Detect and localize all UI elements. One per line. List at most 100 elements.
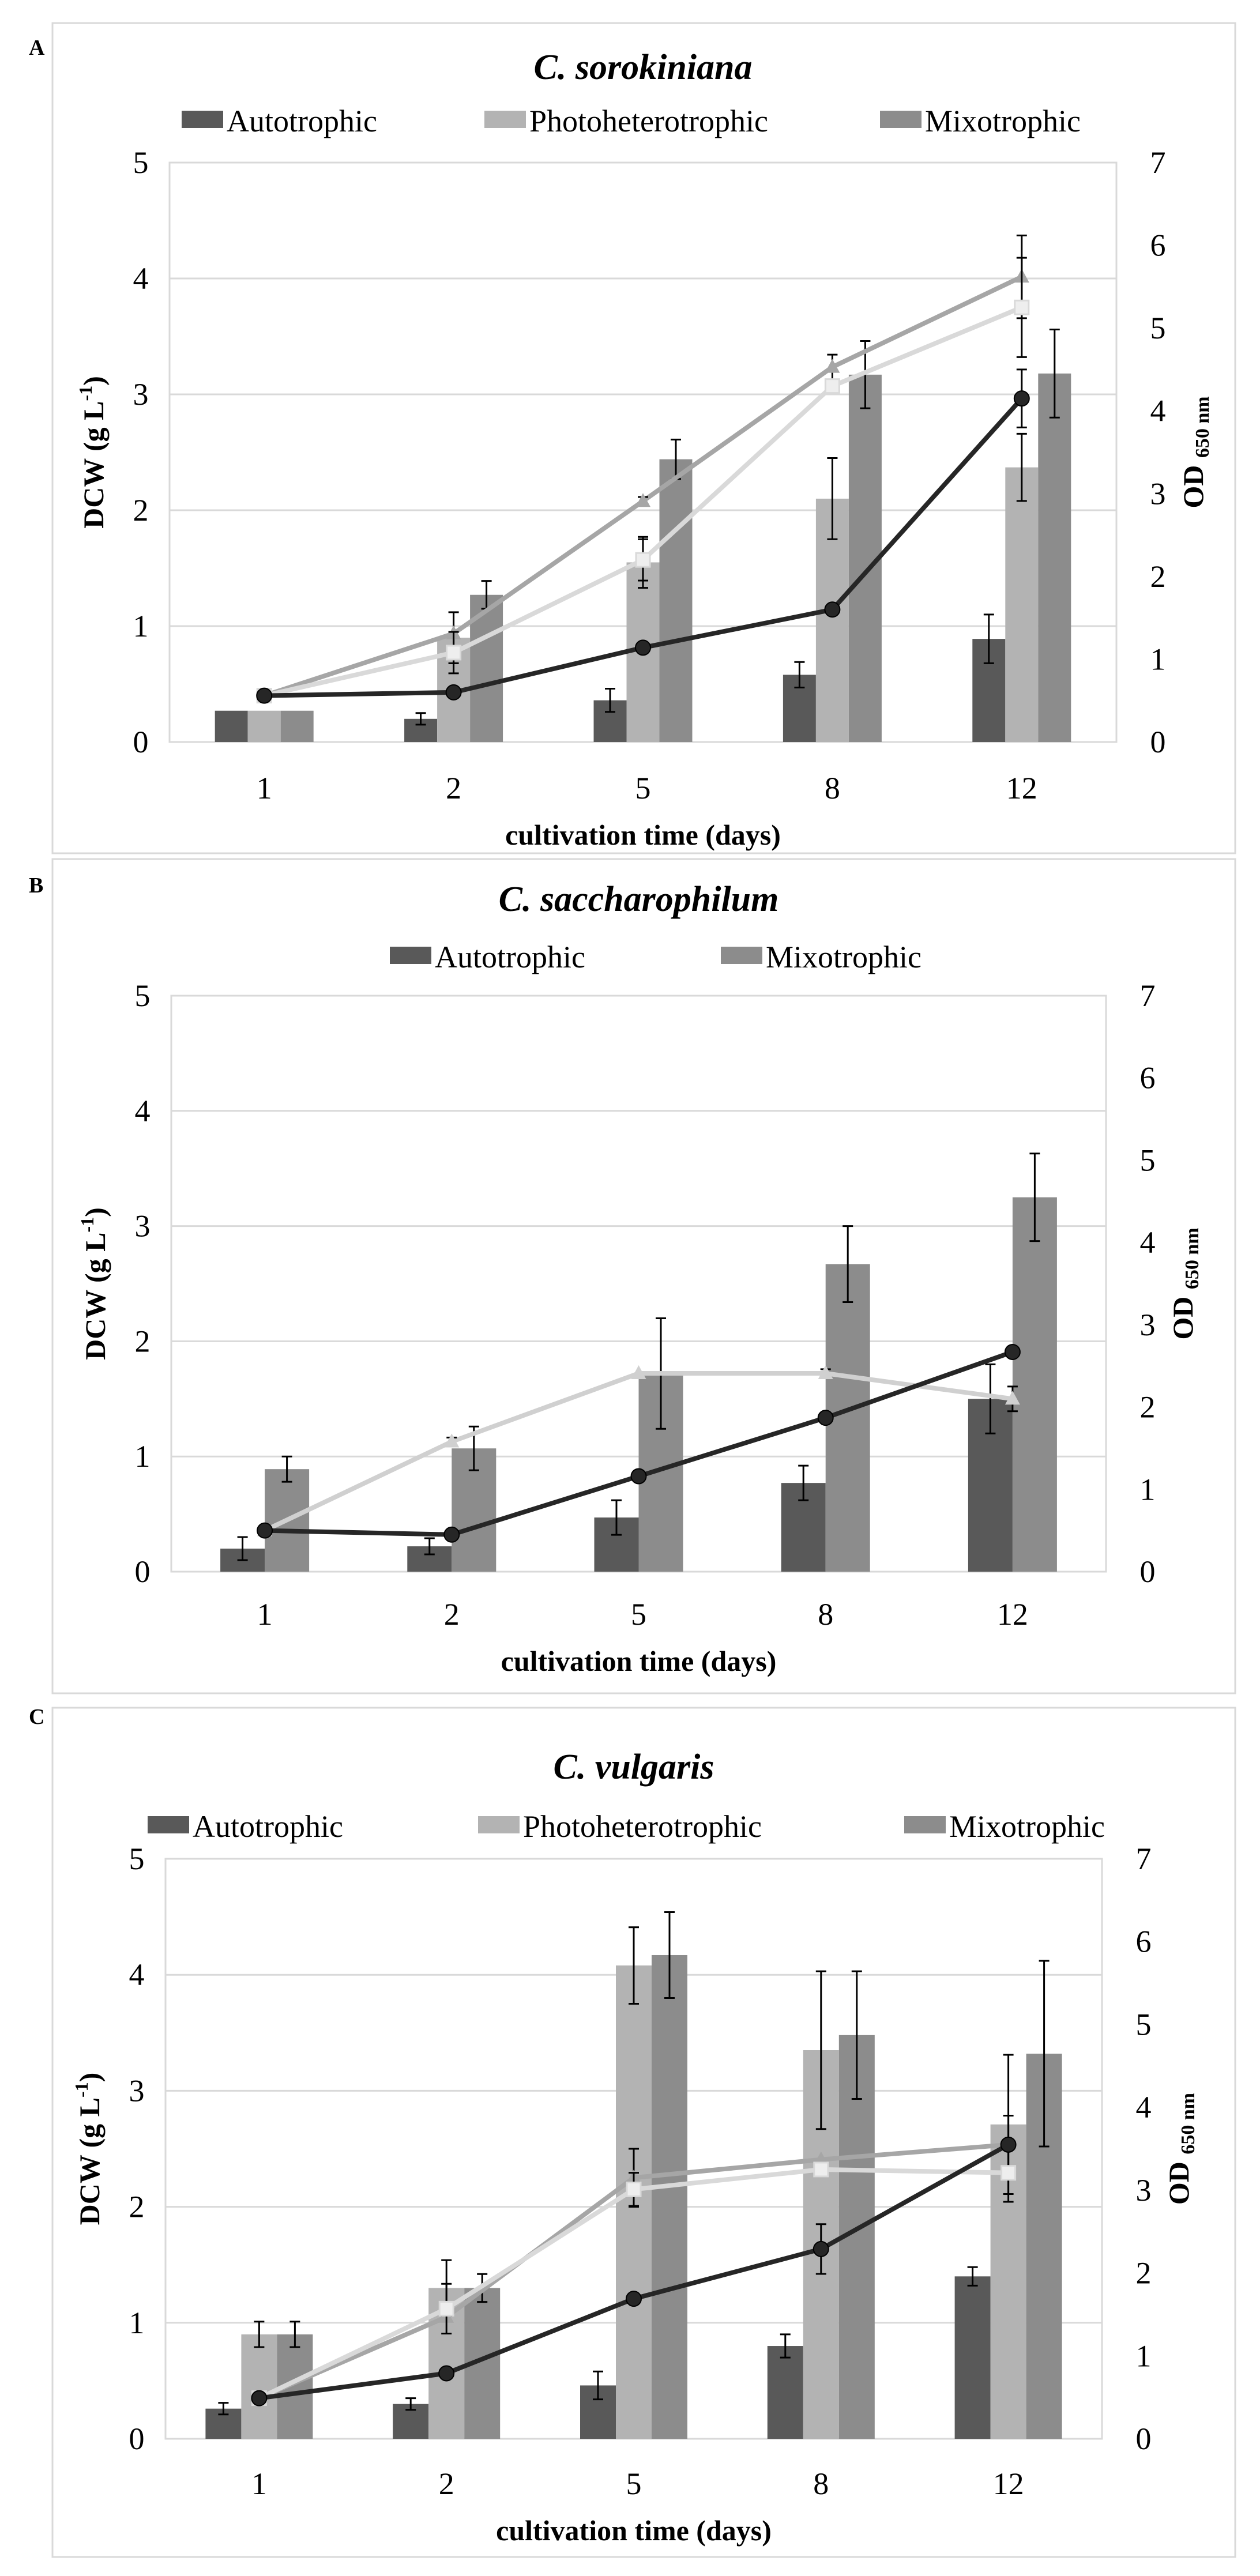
y2-axis-title: OD 650 nm bbox=[1163, 2093, 1199, 2205]
y2-axis-title: OD 650 nm bbox=[1167, 1227, 1203, 1339]
legend-label: Mixotrophic bbox=[949, 1809, 1105, 1844]
marker-square bbox=[813, 2161, 829, 2178]
marker-square bbox=[1014, 299, 1030, 315]
error-bar bbox=[415, 712, 426, 726]
error-bar bbox=[1029, 1153, 1040, 1242]
y2-axis-title-sub: 650 nm bbox=[1192, 396, 1213, 458]
y2-tick-label: 5 bbox=[1140, 1143, 1156, 1177]
marker-circle bbox=[438, 2365, 455, 2382]
legend-label: Photoheterotrophic bbox=[523, 1809, 762, 1844]
legend-swatch-1 bbox=[478, 1816, 520, 1833]
marker-circle bbox=[256, 687, 273, 704]
error-bar bbox=[985, 1363, 996, 1434]
panel-border bbox=[51, 858, 1236, 1694]
legend-swatch-0 bbox=[182, 111, 223, 128]
y2-tick-label: 1 bbox=[1136, 2338, 1152, 2373]
x-tick-label: 12 bbox=[993, 2466, 1024, 2501]
x-tick-label: 8 bbox=[818, 1597, 833, 1632]
x-axis-title: cultivation time (days) bbox=[505, 819, 781, 851]
y2-tick-label: 2 bbox=[1136, 2256, 1152, 2291]
y-tick-label: 0 bbox=[133, 725, 149, 759]
marker-triangle bbox=[818, 1365, 833, 1380]
y-tick-label: 5 bbox=[129, 1841, 145, 1876]
marker-circle bbox=[443, 1526, 460, 1543]
y2-tick-label: 6 bbox=[1136, 1925, 1152, 1959]
y-tick-label: 0 bbox=[135, 1554, 151, 1589]
marker-circle bbox=[626, 2291, 642, 2307]
y-tick-label: 1 bbox=[133, 609, 149, 643]
y-tick-label: 1 bbox=[135, 1439, 151, 1474]
marker-triangle bbox=[1005, 1391, 1020, 1405]
y2-axis-title-sub: 650 nm bbox=[1178, 2093, 1199, 2155]
y2-tick-label: 6 bbox=[1150, 228, 1166, 263]
x-tick-label: 12 bbox=[1006, 771, 1037, 805]
y-tick-label: 3 bbox=[129, 2073, 145, 2108]
panel-c: C C. vulgaris Autotrophic Photoheterotrophi… bbox=[29, 1705, 1236, 2558]
y-axis-title-end: ) bbox=[79, 1207, 111, 1217]
chart-title: C. sorokiniana bbox=[533, 48, 752, 87]
panel-b: B C. saccharophilum Autotrophic Mixotrophic… bbox=[29, 858, 1236, 1694]
bar-mixotrophic bbox=[1012, 1197, 1057, 1572]
y2-axis-title: OD 650 nm bbox=[1177, 396, 1213, 508]
marker-circle bbox=[1000, 2136, 1017, 2153]
error-bar bbox=[983, 613, 994, 664]
x-tick-label: 5 bbox=[626, 2466, 642, 2501]
y2-tick-label: 0 bbox=[1140, 1554, 1156, 1589]
chart-title: C. saccharophilum bbox=[499, 880, 779, 919]
bar-mixotrophic bbox=[1038, 373, 1071, 742]
y-axis-title: DCW (g L-1) bbox=[71, 2073, 106, 2225]
y-tick-label: 4 bbox=[129, 1957, 145, 1992]
x-tick-label: 12 bbox=[997, 1597, 1028, 1632]
legend-label: Autotrophic bbox=[227, 104, 377, 138]
error-bar bbox=[664, 1911, 675, 1999]
legend-swatch-2 bbox=[904, 1816, 946, 1833]
marker-circle bbox=[635, 639, 651, 656]
y-tick-label: 5 bbox=[133, 145, 149, 180]
y2-tick-label: 4 bbox=[1136, 2090, 1152, 2125]
marker-triangle bbox=[635, 493, 650, 507]
bar-mixotrophic bbox=[659, 459, 693, 742]
y-tick-label: 3 bbox=[135, 1209, 151, 1244]
legend-label: Autotrophic bbox=[193, 1809, 343, 1844]
legend-swatch-0 bbox=[148, 1816, 189, 1833]
bar-photoheterotrophic bbox=[1005, 467, 1039, 742]
y-axis-title: DCW (g L-1) bbox=[75, 376, 110, 529]
y2-axis-title-main: OD bbox=[1167, 1289, 1199, 1340]
bar-autotrophic bbox=[767, 2346, 803, 2439]
bar-mixotrophic bbox=[280, 710, 314, 742]
chart-title: C. vulgaris bbox=[553, 1748, 714, 1787]
legend-label: Mixotrophic bbox=[925, 104, 1081, 138]
y2-tick-label: 5 bbox=[1136, 2007, 1152, 2042]
marker-circle bbox=[824, 601, 841, 618]
y-tick-label: 0 bbox=[129, 2421, 145, 2456]
panel-letter: A bbox=[29, 36, 45, 60]
marker-triangle bbox=[825, 359, 840, 373]
error-bar bbox=[780, 2333, 791, 2359]
y2-tick-label: 0 bbox=[1136, 2421, 1152, 2456]
x-tick-label: 2 bbox=[444, 1597, 460, 1632]
legend-label: Mixotrophic bbox=[766, 940, 922, 974]
panel-border bbox=[51, 22, 1236, 854]
y-axis-title: DCW (g L-1) bbox=[77, 1207, 111, 1360]
error-bar bbox=[967, 2266, 978, 2287]
error-bar bbox=[237, 1536, 248, 1561]
legend-swatch-1 bbox=[721, 947, 762, 964]
y-tick-label: 2 bbox=[133, 493, 149, 528]
y2-axis-title-sub: 650 nm bbox=[1182, 1227, 1203, 1289]
error-bar bbox=[842, 1225, 853, 1303]
marker-circle bbox=[445, 684, 462, 701]
panel-letter: B bbox=[29, 873, 43, 898]
x-tick-label: 1 bbox=[257, 1597, 273, 1632]
x-tick-label: 2 bbox=[446, 771, 461, 805]
error-bar bbox=[851, 1970, 862, 2100]
x-tick-label: 1 bbox=[251, 2466, 267, 2501]
marker-triangle bbox=[444, 1433, 460, 1448]
error-bar bbox=[605, 688, 615, 713]
y-axis-title-end: ) bbox=[77, 376, 110, 386]
error-bar bbox=[218, 2402, 229, 2416]
y2-tick-label: 0 bbox=[1150, 725, 1166, 759]
legend-label: Autotrophic bbox=[435, 940, 585, 974]
x-tick-label: 5 bbox=[635, 771, 651, 805]
x-tick-label: 2 bbox=[439, 2466, 454, 2501]
y-axis-title-sup: -1 bbox=[77, 1217, 97, 1233]
